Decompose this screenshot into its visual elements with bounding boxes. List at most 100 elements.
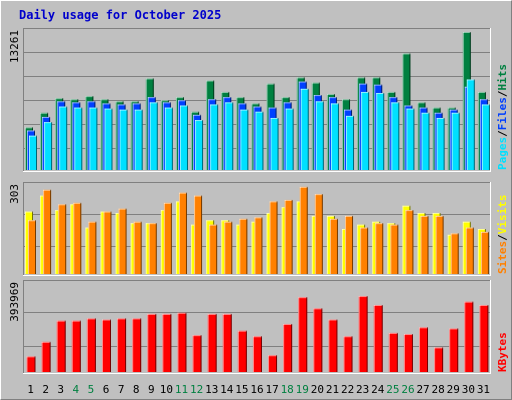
x-tick-label-day-24: 24 — [371, 383, 385, 396]
bar-kbytes-day-16 — [252, 336, 262, 372]
bar-kbytes-day-8 — [132, 318, 142, 372]
bar-pages-day-26 — [406, 108, 415, 170]
bar-kbytes-day-21 — [328, 319, 338, 372]
bar-sites-day-10 — [163, 202, 172, 274]
bar-sites-day-14 — [224, 221, 233, 274]
bar-sites-day-15 — [239, 218, 248, 274]
bar-kbytes-day-28 — [434, 347, 444, 372]
x-tick-label-day-16: 16 — [250, 383, 263, 396]
bar-pages-day-29 — [451, 112, 460, 170]
bar-kbytes-day-5 — [86, 318, 96, 372]
bar-pages-day-10 — [164, 107, 173, 170]
bar-pages-day-8 — [134, 109, 143, 170]
bar-pages-day-6 — [104, 108, 113, 170]
bar-sites-day-29 — [450, 233, 459, 274]
side-legend-middle: Sites/Visits — [496, 195, 509, 275]
x-tick-label-day-21: 21 — [326, 383, 339, 396]
bar-kbytes-day-2 — [41, 341, 51, 372]
x-tick-label-day-29: 29 — [447, 383, 460, 396]
bar-sites-day-30 — [465, 227, 474, 274]
x-tick-label-day-17: 17 — [265, 383, 278, 396]
x-tick-label-day-15: 15 — [235, 383, 248, 396]
bar-kbytes-day-23 — [358, 296, 368, 372]
bar-pages-day-15 — [240, 109, 249, 170]
bar-sites-day-6 — [103, 211, 112, 274]
x-tick-label-day-19: 19 — [296, 383, 309, 396]
bar-sites-day-3 — [58, 204, 67, 274]
bar-pages-day-21 — [330, 103, 339, 170]
bar-sites-day-12 — [194, 195, 203, 274]
legend-slash: / — [496, 130, 509, 137]
legend-slash: / — [496, 234, 509, 241]
legend-pages: Pages — [496, 137, 509, 170]
x-tick-label-day-27: 27 — [416, 383, 429, 396]
side-legend-bottom: KBytes — [496, 332, 509, 372]
bar-kbytes-day-26 — [403, 334, 413, 372]
bar-sites-day-25 — [390, 224, 399, 274]
x-tick-label-day-20: 20 — [311, 383, 324, 396]
bar-pages-day-20 — [315, 101, 324, 170]
bar-sites-day-17 — [269, 201, 278, 274]
y-max-label-middle: 303 — [8, 184, 21, 204]
x-tick-label-day-3: 3 — [57, 383, 64, 396]
bar-pages-day-4 — [74, 107, 83, 170]
bar-kbytes-day-6 — [101, 319, 111, 372]
bar-sites-day-5 — [88, 221, 97, 274]
bar-pages-day-27 — [421, 112, 430, 170]
bar-pages-day-5 — [89, 107, 98, 170]
x-tick-label-day-28: 28 — [432, 383, 445, 396]
x-tick-label-day-8: 8 — [133, 383, 140, 396]
x-tick-label-day-12: 12 — [190, 383, 203, 396]
bar-pages-day-28 — [436, 117, 445, 170]
bar-kbytes-day-12 — [192, 335, 202, 372]
bar-kbytes-day-29 — [449, 328, 459, 372]
bar-kbytes-day-18 — [283, 323, 293, 372]
bar-sites-day-7 — [118, 208, 127, 274]
x-tick-label-day-22: 22 — [341, 383, 354, 396]
y-max-label-top: 13261 — [8, 30, 21, 63]
x-tick-label-day-30: 30 — [462, 383, 475, 396]
x-tick-label-day-5: 5 — [88, 383, 95, 396]
bar-pages-day-7 — [119, 109, 128, 170]
bar-pages-day-30 — [466, 79, 475, 170]
legend-kbytes: KBytes — [496, 332, 509, 372]
bar-sites-day-21 — [329, 218, 338, 274]
bar-pages-day-3 — [59, 106, 68, 170]
bar-sites-day-23 — [360, 227, 369, 274]
x-tick-label-day-26: 26 — [401, 383, 414, 396]
y-max-label-bottom: 393969 — [8, 282, 21, 322]
bar-kbytes-day-11 — [177, 312, 187, 372]
bar-kbytes-day-7 — [117, 318, 127, 372]
bar-sites-day-19 — [299, 186, 308, 274]
bar-kbytes-day-19 — [298, 297, 308, 372]
bar-pages-day-2 — [44, 122, 53, 170]
x-tick-label-day-31: 31 — [477, 383, 490, 396]
bar-pages-day-31 — [481, 104, 490, 170]
bar-kbytes-day-4 — [71, 320, 81, 372]
bar-sites-day-26 — [405, 210, 414, 274]
x-tick-label-day-13: 13 — [205, 383, 218, 396]
bar-sites-day-2 — [43, 189, 52, 274]
bar-sites-day-20 — [314, 194, 323, 274]
bar-kbytes-day-27 — [419, 327, 429, 372]
bar-sites-day-16 — [254, 217, 263, 274]
bar-pages-day-9 — [149, 102, 158, 170]
bar-kbytes-day-10 — [162, 313, 172, 372]
bar-kbytes-day-9 — [147, 313, 157, 372]
x-tick-label-day-25: 25 — [386, 383, 399, 396]
x-tick-label-day-14: 14 — [220, 383, 234, 396]
bar-pages-day-1 — [29, 135, 37, 170]
bar-kbytes-day-1 — [26, 356, 36, 372]
bar-kbytes-day-17 — [268, 355, 278, 372]
bar-sites-day-22 — [345, 215, 354, 274]
bar-pages-day-14 — [225, 102, 234, 170]
bar-kbytes-day-22 — [343, 336, 353, 372]
bar-kbytes-day-31 — [479, 304, 489, 372]
bar-pages-day-25 — [391, 102, 400, 170]
x-tick-label-day-7: 7 — [118, 383, 125, 396]
x-tick-label-day-11: 11 — [175, 383, 188, 396]
x-tick-label-day-4: 4 — [73, 383, 80, 396]
bar-pages-day-12 — [195, 120, 204, 170]
bar-sites-day-8 — [133, 221, 142, 274]
